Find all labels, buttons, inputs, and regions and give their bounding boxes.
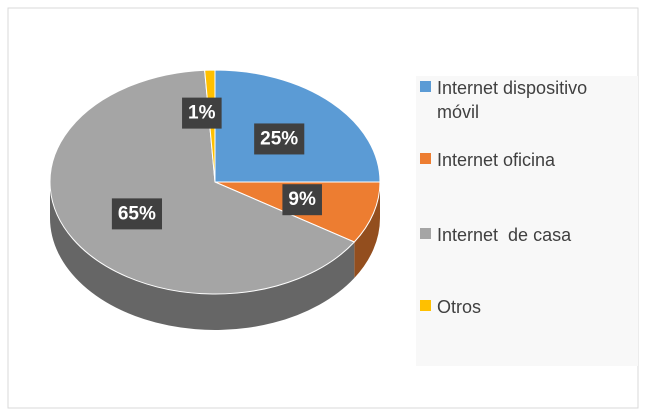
pie-sides — [49, 182, 380, 330]
data-label-box — [282, 184, 322, 216]
pie-slice — [49, 69, 356, 295]
data-label-box — [111, 198, 163, 230]
legend-label: Otros — [437, 297, 482, 317]
data-label-box — [182, 97, 222, 129]
data-label: 9% — [288, 189, 316, 210]
data-label: 65% — [118, 203, 156, 224]
legend-swatch — [420, 153, 431, 164]
legend-swatch — [420, 81, 431, 92]
legend-item: Internet oficina — [420, 148, 597, 172]
data-label-box — [254, 123, 305, 155]
legend-label: Internet de casa — [437, 225, 572, 245]
data-label: 1% — [188, 103, 216, 124]
legend-item: Otros — [420, 295, 597, 319]
data-label: 25% — [260, 128, 298, 149]
legend-item: Internet de casa — [420, 223, 597, 247]
legend: Internet dispositivo móvil Internet ofici… — [416, 76, 638, 366]
pie-side — [49, 182, 355, 330]
pie-side — [354, 182, 380, 279]
legend-label: Internet dispositivo móvil — [437, 78, 593, 122]
legend-label: Internet oficina — [437, 150, 556, 170]
legend-swatch — [420, 228, 431, 239]
legend-item: Internet dispositivo móvil — [420, 76, 597, 124]
legend-swatch — [420, 300, 431, 311]
